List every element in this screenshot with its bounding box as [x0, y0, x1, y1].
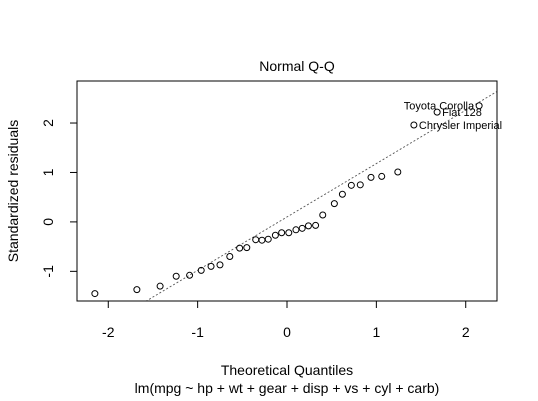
y-axis: -1 0 1 2 [40, 119, 77, 278]
data-point [298, 224, 306, 232]
data-point [367, 173, 375, 181]
x-axis-label: Theoretical Quantiles [221, 362, 353, 378]
data-point [378, 172, 386, 180]
y-tick-label: 1 [40, 168, 56, 176]
data-point [236, 244, 244, 252]
x-axis: -2 -1 0 1 2 [102, 301, 470, 340]
data-point [330, 200, 338, 208]
data-point [347, 181, 355, 189]
data-point [252, 236, 260, 244]
data-point [258, 236, 266, 244]
data-point [394, 168, 402, 176]
plot-frame [76, 80, 498, 302]
data-point [271, 231, 279, 239]
data-point [243, 244, 251, 252]
data-point [304, 222, 312, 230]
data-point [433, 108, 441, 116]
data-point [278, 229, 286, 237]
data-point [475, 102, 483, 110]
data-point [156, 282, 164, 290]
data-point [207, 262, 215, 270]
y-axis-label: Standardized residuals [5, 120, 21, 262]
data-point [91, 290, 99, 298]
x-tick-label: 0 [283, 324, 291, 340]
data-point [312, 221, 320, 229]
y-tick-label: 0 [40, 218, 56, 226]
plot-title: Normal Q-Q [259, 58, 335, 74]
model-formula-caption: lm(mpg ~ hp + wt + gear + disp + vs + cy… [135, 380, 440, 396]
point-label: Chrysler Imperial [419, 120, 502, 132]
y-tick-label: -1 [40, 265, 56, 278]
point-label: Toyota Corolla [404, 101, 475, 113]
data-point [319, 211, 327, 219]
data-point [226, 253, 234, 261]
data-point [356, 181, 364, 189]
data-point [285, 229, 293, 237]
data-point [133, 286, 141, 294]
data-point [292, 226, 300, 234]
x-tick-label: 1 [372, 324, 380, 340]
x-tick-label: -1 [191, 324, 204, 340]
data-point [216, 261, 224, 269]
data-point [197, 266, 205, 274]
data-point [264, 235, 272, 243]
x-tick-label: 2 [462, 324, 470, 340]
point-label: Fiat 128 [442, 107, 482, 119]
y-tick-label: 2 [40, 119, 56, 127]
x-tick-label: -2 [102, 324, 115, 340]
data-point [172, 272, 180, 280]
data-point [338, 190, 346, 198]
data-point [186, 271, 194, 279]
data-point [410, 121, 418, 129]
